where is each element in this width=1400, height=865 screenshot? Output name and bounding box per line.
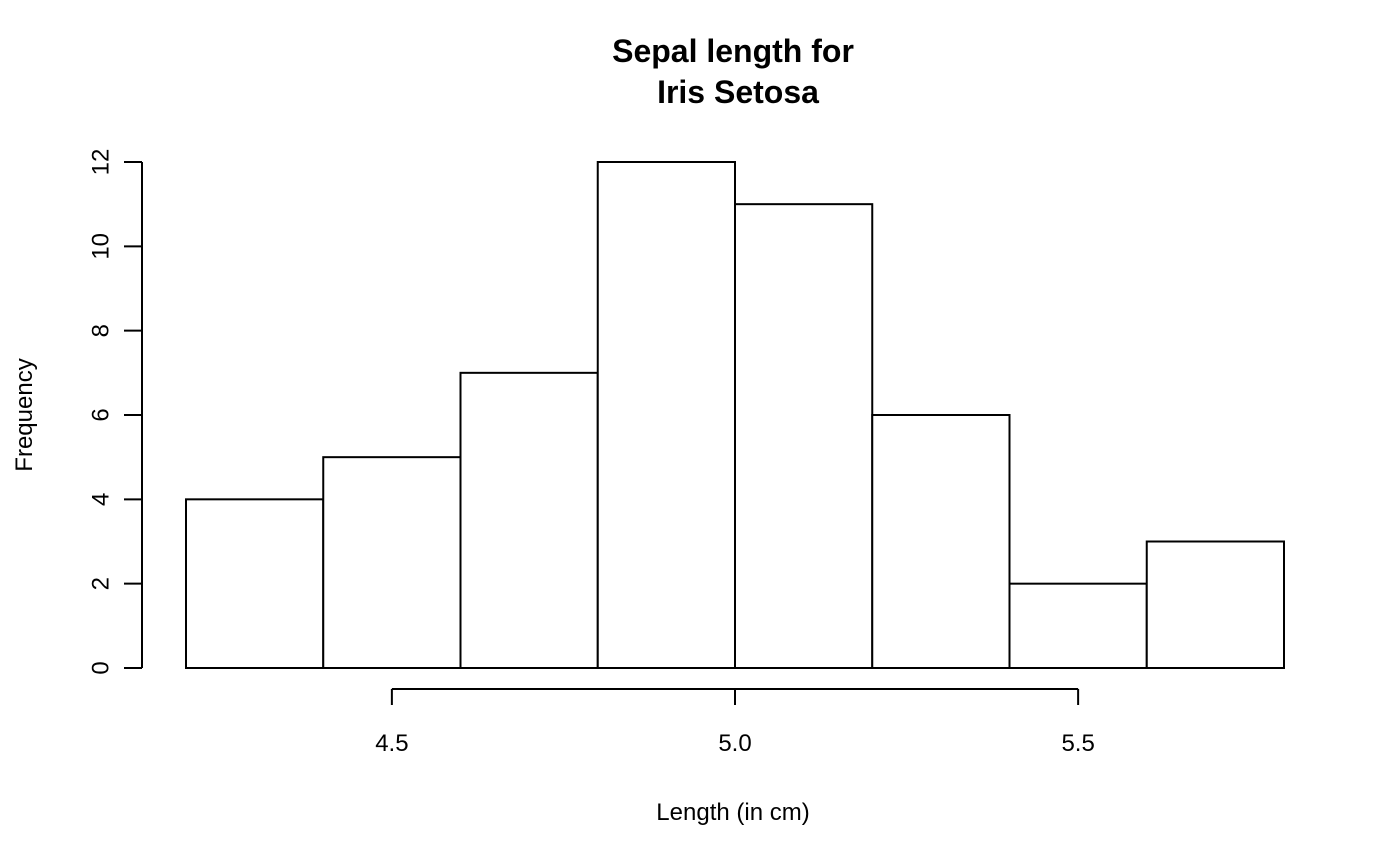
y-tick-label: 8	[87, 324, 114, 337]
histogram-bar-3	[459, 371, 599, 669]
histogram-bar-5	[734, 203, 874, 670]
y-tick-label: 10	[87, 233, 114, 260]
histogram-bar-8	[1145, 540, 1285, 669]
histogram-bar-1	[185, 498, 325, 670]
histogram-bar-4	[596, 161, 736, 669]
x-axis: 4.5 5.0 5.5	[375, 688, 1095, 757]
x-tick-label: 4.5	[375, 730, 408, 757]
histogram-bar-6	[871, 414, 1011, 669]
histogram-bar-2	[322, 456, 462, 669]
x-axis-label: Length (in cm)	[656, 799, 809, 826]
x-tick-label: 5.5	[1061, 730, 1094, 757]
y-axis-label: Frequency	[11, 358, 38, 471]
y-tick-label: 4	[87, 493, 114, 506]
histogram-bar-7	[1008, 582, 1148, 670]
chart-title-line-2: Iris Setosa	[657, 74, 819, 110]
y-tick-label: 6	[87, 408, 114, 421]
x-tick-label: 5.0	[718, 730, 751, 757]
y-axis: 0 2 4 6 8 10 12	[87, 149, 143, 675]
histogram-bars	[185, 161, 1285, 670]
y-tick-label: 0	[87, 661, 114, 674]
y-tick-label: 12	[87, 149, 114, 176]
y-tick-label: 2	[87, 577, 114, 590]
chart-title: Sepal length for Iris Setosa	[612, 33, 854, 110]
chart-title-line-1: Sepal length for	[612, 33, 854, 69]
